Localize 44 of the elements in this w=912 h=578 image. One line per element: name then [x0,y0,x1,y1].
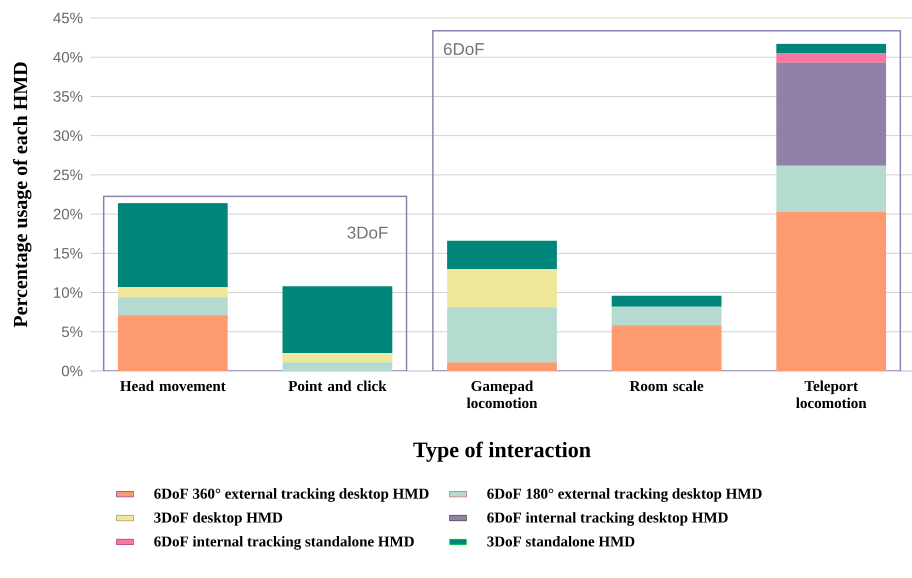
legend-label: 6DoF internal tracking standalone HMD [154,536,414,550]
bar [776,165,886,212]
y-tick-label: 40% [53,52,82,63]
y-tick-label: 20% [54,208,82,220]
x-tick-label: Point and click [288,380,387,392]
x-tick-label: Room scale [630,380,704,392]
bar [282,362,392,371]
annotation: 6DoF [444,43,484,56]
bar [118,315,228,371]
x-tick-label: Gamepad locomotion [466,380,538,408]
legend-label: 6DoF 360° external tracking desktop HMD [154,488,429,502]
bar [118,297,228,316]
bar [447,307,557,362]
x-tick-label: Head movement [120,380,226,392]
legend-label: 3DoF desktop HMD [154,512,282,526]
bar [118,203,228,288]
bar [776,212,886,371]
bar [447,362,557,371]
y-tick-label: 35% [54,91,82,102]
y-axis-title: Percentage usage of each HMD [12,62,32,328]
annotation: 3DoF [347,226,388,239]
bar [776,62,886,166]
bar [118,287,228,298]
legend-label: 6DoF 180° external tracking desktop HMD [487,488,762,502]
y-tick-label: 0% [62,366,82,376]
y-tick-label: 5% [62,326,82,338]
bar [612,306,722,326]
bar [612,296,722,307]
bar [447,269,557,308]
y-tick-label: 25% [54,170,82,180]
y-tick-label: 15% [54,248,82,259]
bar [282,352,392,362]
legend-label: 3DoF standalone HMD [487,536,634,547]
bar [612,326,722,371]
bar [282,286,392,353]
bar [447,240,557,270]
y-tick-label: 45% [53,12,82,24]
y-tick-label: 30% [54,130,82,141]
x-tick-label: Teleport locomotion [796,380,866,408]
x-axis-title: Type of interaction [413,442,591,462]
bar [776,44,886,54]
y-tick-label: 10% [54,287,82,298]
bar [776,53,886,63]
legend-label: 6DoF internal tracking desktop HMD [487,512,728,526]
